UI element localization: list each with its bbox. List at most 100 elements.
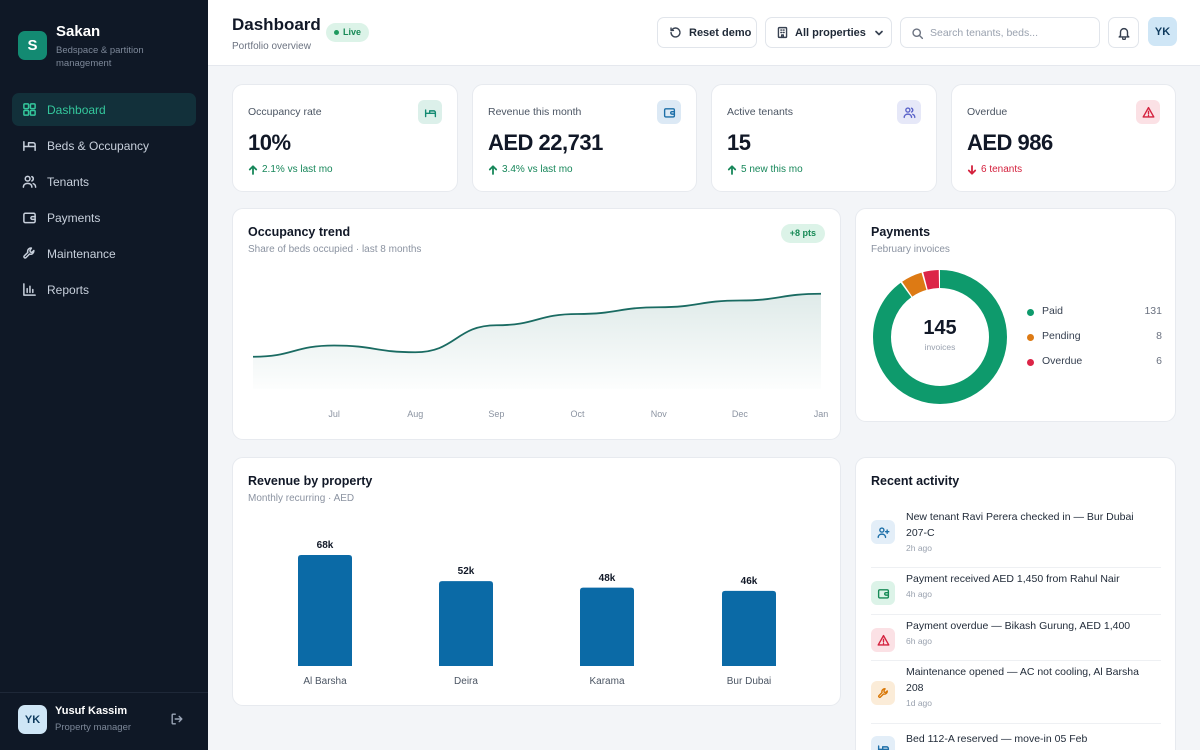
revenue-bar[interactable]	[439, 581, 493, 666]
reset-demo-label: Reset demo	[689, 26, 752, 39]
user-name: Yusuf Kassim	[55, 705, 128, 717]
legend-label: Pending	[1042, 330, 1081, 342]
arrow-up-icon	[488, 164, 498, 175]
donut-total: 145	[923, 317, 957, 339]
sidebar-item-payments[interactable]: Payments	[12, 201, 196, 234]
card-subtitle: February invoices	[871, 244, 950, 255]
card-title: Recent activity	[871, 474, 960, 488]
revenue-bar[interactable]	[580, 587, 634, 666]
brand-name: Sakan	[56, 23, 101, 40]
bar-value-label: 68k	[316, 540, 334, 551]
logout-icon[interactable]	[170, 712, 184, 726]
recent-activity-card: Recent activity New tenant Ravi Perera c…	[855, 457, 1176, 750]
legend-dot	[1027, 334, 1034, 341]
kpi-delta-text: 5 new this mo	[741, 164, 803, 175]
activity-text: Payment overdue — Bikash Gurung, AED 1,4…	[906, 620, 1131, 632]
kpi-delta: 2.1% vs last mo	[248, 164, 333, 175]
bar-chart-icon	[23, 283, 36, 296]
kpi-card-tenants: Active tenants 15 5 new this mo	[711, 84, 937, 192]
search-icon	[912, 28, 924, 40]
act-icon-box	[871, 628, 895, 652]
activity-text: New tenant Ravi Perera checked in — Bur …	[906, 511, 1134, 539]
legend-dot	[1027, 309, 1034, 316]
avatar[interactable]: YK	[1148, 17, 1177, 46]
search-input[interactable]	[930, 24, 1090, 42]
x-tick-label: Oct	[570, 409, 585, 419]
revenue-bar[interactable]	[722, 590, 776, 666]
activity-text: Maintenance opened — AC not cooling, Al …	[906, 666, 1139, 694]
card-subtitle: Monthly recurring · AED	[248, 493, 355, 504]
x-tick-label: Dec	[731, 409, 748, 419]
sidebar-nav: Dashboard Beds & Occupancy Tenants Payme…	[12, 93, 196, 309]
sidebar-item-beds-occupancy[interactable]: Beds & Occupancy	[12, 129, 196, 162]
kpi-card-revenue: Revenue this month AED 22,731 3.4% vs la…	[472, 84, 697, 192]
x-tick-label: Nov	[650, 409, 667, 419]
card-title: Revenue by property	[248, 474, 373, 488]
bar-value-label: 48k	[598, 572, 616, 584]
properties-dropdown[interactable]: All properties	[765, 17, 892, 48]
alert-icon	[1142, 106, 1154, 118]
kpi-label: Occupancy rate	[248, 106, 322, 118]
sidebar-item-label: Dashboard	[47, 102, 106, 117]
legend-value: 6	[1156, 355, 1162, 367]
donut-slice-paid[interactable]	[873, 270, 1007, 404]
notifications-button[interactable]	[1108, 17, 1139, 48]
bar-category-label: Al Barsha	[303, 676, 347, 687]
page-subtitle: Portfolio overview	[232, 41, 311, 52]
occupancy-trend-card: Occupancy trend Share of beds occupied ·…	[232, 208, 841, 440]
kpi-value: AED 986	[967, 130, 1053, 155]
sidebar-item-maintenance[interactable]: Maintenance	[12, 237, 196, 270]
activity-text: Bed 112-A reserved — move-in 05 Feb	[906, 733, 1088, 745]
activity-list: New tenant Ravi Perera checked in — Bur …	[871, 505, 1161, 750]
card-title: Occupancy trend	[248, 225, 351, 239]
activity-time: 1d ago	[906, 698, 932, 708]
x-tick-label: Sep	[488, 409, 505, 419]
brand-logo: S	[18, 31, 47, 60]
avatar: YK	[18, 705, 47, 734]
legend-label: Overdue	[1042, 355, 1083, 367]
sidebar-item-dashboard[interactable]: Dashboard	[12, 93, 196, 126]
legend-value: 8	[1156, 330, 1162, 342]
top-bar: Dashboard Live Portfolio overview Reset …	[208, 0, 1200, 66]
payments-donut	[873, 270, 1007, 404]
kpi-value: AED 22,731	[488, 130, 603, 155]
activity-item[interactable]: New tenant Ravi Perera checked in — Bur …	[871, 505, 1161, 568]
donut-center: 145 invoices	[873, 317, 1007, 352]
kpi-card-occupancy: Occupancy rate 10% 2.1% vs last mo	[232, 84, 458, 192]
kpi-icon-box	[897, 100, 921, 124]
bed-icon	[23, 141, 36, 151]
users-icon	[903, 106, 915, 118]
act-icon-box	[871, 681, 895, 705]
act-icon-box	[871, 581, 895, 605]
activity-time: 6h ago	[906, 636, 932, 646]
brand-tagline: Bedspace & partition management	[56, 45, 144, 69]
properties-label: All properties	[795, 26, 866, 39]
legend-value: 131	[1144, 305, 1162, 317]
revenue-bar[interactable]	[298, 555, 352, 666]
payments-legend: Paid 131 Pending 8 Overdue 6	[1027, 305, 1162, 380]
kpi-icon-box	[418, 100, 442, 124]
kpi-label: Active tenants	[727, 106, 793, 118]
kpi-card-overdue: Overdue AED 986 6 tenants	[951, 84, 1176, 192]
kpi-value: 15	[727, 130, 751, 155]
user-plus-icon	[877, 526, 889, 538]
sidebar-item-label: Payments	[47, 210, 101, 225]
bar-value-label: 46k	[740, 575, 758, 587]
sidebar-user: YK Yusuf Kassim Property manager	[0, 692, 208, 750]
trend-area	[253, 293, 821, 389]
donut-caption: invoices	[924, 342, 956, 352]
activity-item[interactable]: Maintenance opened — AC not cooling, Al …	[871, 661, 1161, 724]
bar-category-label: Deira	[454, 676, 478, 687]
occupancy-chart	[252, 292, 822, 389]
kpi-delta: 5 new this mo	[727, 164, 803, 175]
reset-demo-button[interactable]: Reset demo	[657, 17, 757, 48]
sidebar-item-reports[interactable]: Reports	[12, 273, 196, 306]
legend-item: Pending 8	[1027, 330, 1162, 355]
wallet-icon	[23, 212, 36, 224]
activity-item[interactable]: Bed 112-A reserved — move-in 05 Feb	[871, 724, 1161, 750]
sidebar-item-tenants[interactable]: Tenants	[12, 165, 196, 198]
bar-category-label: Karama	[589, 676, 625, 687]
activity-item[interactable]: Payment overdue — Bikash Gurung, AED 1,4…	[871, 615, 1161, 661]
bar-value-label: 52k	[457, 566, 475, 578]
activity-item[interactable]: Payment received AED 1,450 from Rahul Na…	[871, 568, 1161, 615]
